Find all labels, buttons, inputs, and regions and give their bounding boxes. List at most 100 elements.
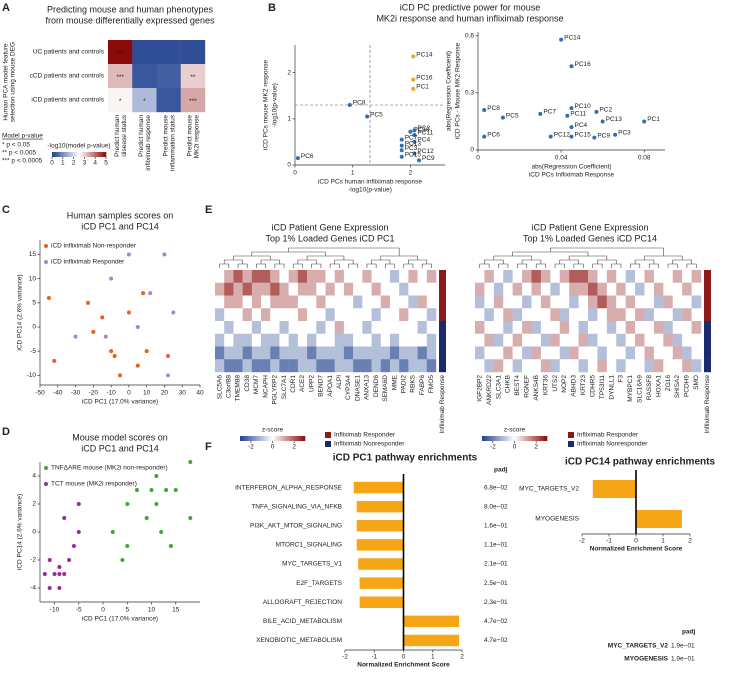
heatmap-cell bbox=[108, 64, 133, 89]
point-label: PC1 bbox=[416, 84, 429, 91]
heatmap-cell bbox=[493, 282, 504, 296]
category-label: MYC_TARGETS_V2 bbox=[519, 486, 579, 493]
y-tick-label: 0 bbox=[32, 324, 36, 331]
colorbar-cell bbox=[512, 436, 515, 441]
heatmap-cell bbox=[380, 346, 391, 360]
heatmap-cell bbox=[325, 346, 335, 360]
heatmap-cell bbox=[325, 270, 335, 283]
point bbox=[295, 156, 300, 161]
colorbar-cell bbox=[287, 436, 290, 441]
heatmap-cell bbox=[663, 295, 673, 309]
heatmap-cell bbox=[682, 333, 692, 347]
y-tick-label: 0 bbox=[470, 147, 474, 154]
dendrogram-branch bbox=[672, 259, 692, 264]
legend-swatch bbox=[568, 432, 574, 438]
column-label: MCM7 bbox=[253, 375, 260, 395]
point-label: PC11 bbox=[417, 130, 433, 137]
heatmap-cell bbox=[316, 308, 326, 322]
x-tick-label: 0.08 bbox=[638, 155, 651, 162]
legend-marker bbox=[44, 260, 48, 264]
heatmap-cell bbox=[389, 333, 400, 347]
column-label: KRT36 bbox=[542, 375, 549, 395]
column-label: CDHR5 bbox=[589, 375, 596, 398]
point bbox=[125, 502, 130, 506]
point bbox=[154, 474, 159, 478]
colorbar-cell bbox=[68, 152, 70, 157]
point bbox=[411, 77, 416, 82]
x-tick-label: 40 bbox=[196, 390, 204, 397]
heatmap-cell bbox=[353, 359, 363, 373]
point bbox=[399, 137, 404, 142]
point-label: PC14 bbox=[416, 51, 433, 58]
colorbar-cell bbox=[241, 436, 244, 441]
x-axis-label: iCD PCs human infliximab response bbox=[318, 179, 422, 186]
y-tick-label: -10 bbox=[27, 372, 37, 379]
heatmap-cell bbox=[484, 321, 495, 334]
heatmap-cell bbox=[233, 308, 243, 322]
colorbar-tick-label: -2 bbox=[490, 444, 496, 451]
colorbar-cell bbox=[516, 436, 519, 441]
heatmap-cell bbox=[251, 308, 262, 322]
dendrogram-branch bbox=[311, 263, 322, 268]
column-label: DNASE1 bbox=[354, 375, 361, 401]
heatmap-cell bbox=[663, 333, 673, 347]
heatmap-cell bbox=[588, 308, 598, 322]
point bbox=[399, 148, 404, 153]
heatmap-cell bbox=[334, 333, 345, 347]
heatmap-cell bbox=[399, 282, 409, 296]
dendrogram-branch bbox=[521, 259, 542, 264]
point-label: PC6 bbox=[301, 153, 314, 160]
heatmap-cell bbox=[215, 333, 225, 347]
heatmap-cell bbox=[261, 359, 271, 373]
heatmap-cell bbox=[569, 282, 579, 296]
colorbar-cell bbox=[66, 152, 69, 157]
heatmap-cell bbox=[297, 321, 308, 334]
heatmap-cell bbox=[578, 321, 589, 334]
colorbar-cell bbox=[264, 436, 267, 441]
heatmap-cell bbox=[616, 270, 626, 283]
heatmap-cell bbox=[588, 295, 598, 309]
heatmap-cell bbox=[512, 282, 523, 296]
dendrogram-branch bbox=[260, 259, 280, 264]
colorbar-cell bbox=[292, 436, 294, 441]
column-label: ANXA13 bbox=[364, 375, 371, 400]
colorbar-cell bbox=[301, 436, 304, 441]
heatmap-cell bbox=[371, 333, 381, 347]
response-cell bbox=[439, 321, 446, 334]
heatmap-cell bbox=[522, 308, 532, 322]
point bbox=[412, 139, 417, 144]
heatmap-cell bbox=[653, 359, 664, 373]
subtitle: from mouse differentially expressed gene… bbox=[46, 15, 215, 25]
padj-value: 1.9e−01 bbox=[671, 643, 695, 650]
heatmap-cell bbox=[540, 295, 551, 309]
padj-value: 8.0e−02 bbox=[484, 503, 508, 510]
heatmap-cell bbox=[417, 359, 427, 373]
heatmap-cell bbox=[242, 333, 253, 347]
heatmap-cell bbox=[682, 282, 692, 296]
colorbar-cell bbox=[504, 436, 507, 441]
x-tick-label: -40 bbox=[53, 390, 63, 397]
heatmap-cell bbox=[279, 282, 289, 296]
point bbox=[57, 586, 62, 590]
heatmap-cell bbox=[522, 295, 532, 309]
point bbox=[482, 108, 487, 113]
dendrogram-branch bbox=[535, 263, 546, 268]
colorbar-tick-label: 0 bbox=[513, 444, 517, 451]
heatmap-cell bbox=[426, 346, 437, 360]
column-label: RGNEF bbox=[524, 375, 531, 398]
point bbox=[642, 119, 647, 124]
significance-stars: *** bbox=[116, 74, 124, 81]
colorbar-cell bbox=[272, 436, 275, 441]
point bbox=[47, 586, 52, 590]
heatmap-cell bbox=[288, 333, 299, 347]
heatmap-cell bbox=[616, 346, 626, 360]
heatmap-cell bbox=[616, 359, 626, 373]
heatmap-cell bbox=[297, 333, 308, 347]
heatmap-cell bbox=[625, 321, 636, 334]
heatmap-cell bbox=[512, 333, 523, 347]
heatmap-cell bbox=[691, 270, 702, 283]
x-tick-label: 15 bbox=[172, 607, 180, 614]
column-label: F3 bbox=[618, 375, 625, 383]
heatmap-cell bbox=[307, 346, 317, 360]
point-label: PC2 bbox=[417, 125, 430, 132]
